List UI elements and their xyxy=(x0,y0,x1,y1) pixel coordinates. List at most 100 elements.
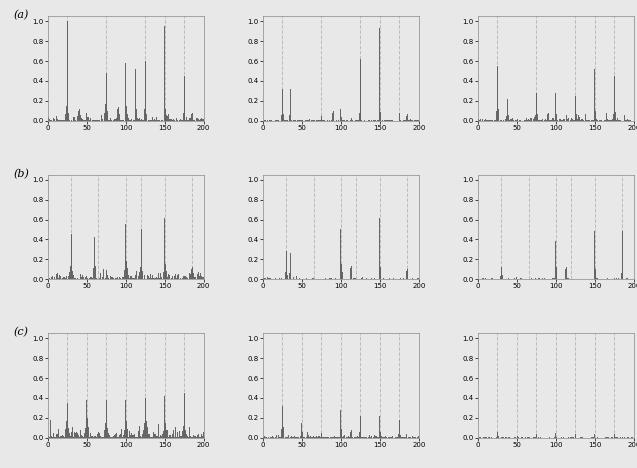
Bar xyxy=(60,276,61,279)
Bar xyxy=(608,120,609,121)
Bar xyxy=(155,117,157,121)
Bar xyxy=(350,413,352,438)
Bar xyxy=(551,120,552,121)
Bar xyxy=(614,76,615,121)
Bar xyxy=(276,435,277,438)
Bar xyxy=(619,120,620,121)
Bar xyxy=(106,101,108,121)
Bar xyxy=(68,276,69,279)
Bar xyxy=(194,436,195,438)
Bar xyxy=(293,120,294,121)
Bar xyxy=(158,424,159,438)
Bar xyxy=(147,275,148,279)
Bar xyxy=(126,421,127,438)
Bar xyxy=(63,119,64,121)
Bar xyxy=(545,119,546,121)
Bar xyxy=(300,436,301,438)
Bar xyxy=(340,229,341,279)
Bar xyxy=(168,437,169,438)
Bar xyxy=(49,119,50,121)
Bar xyxy=(595,269,596,279)
Bar xyxy=(169,435,171,438)
Bar xyxy=(80,115,81,121)
Bar xyxy=(533,119,534,121)
Bar xyxy=(52,437,53,438)
Bar xyxy=(193,120,194,121)
Bar xyxy=(279,278,280,279)
Bar xyxy=(335,437,336,438)
Bar xyxy=(287,275,288,279)
Bar xyxy=(512,117,513,121)
Bar xyxy=(85,420,87,438)
Bar xyxy=(268,278,269,279)
Bar xyxy=(375,436,376,438)
Bar xyxy=(281,429,282,438)
Bar xyxy=(482,278,483,279)
Bar xyxy=(165,423,166,438)
Bar xyxy=(319,278,320,279)
Bar xyxy=(60,436,61,438)
Bar xyxy=(511,278,512,279)
Bar xyxy=(554,278,555,279)
Bar xyxy=(68,113,69,121)
Bar xyxy=(264,120,265,121)
Bar xyxy=(85,277,87,279)
Bar xyxy=(500,120,501,121)
Bar xyxy=(144,423,145,438)
Bar xyxy=(132,278,133,279)
Bar xyxy=(106,420,108,438)
Bar xyxy=(303,437,304,438)
Bar xyxy=(302,431,303,438)
Bar xyxy=(157,278,158,279)
Bar xyxy=(295,437,296,438)
Bar xyxy=(389,120,390,121)
Bar xyxy=(404,278,405,279)
Bar xyxy=(123,277,124,279)
Bar xyxy=(388,437,389,438)
Bar xyxy=(99,278,101,279)
Bar xyxy=(74,431,75,438)
Bar xyxy=(488,278,489,279)
Bar xyxy=(263,278,264,279)
Bar xyxy=(152,117,153,121)
Bar xyxy=(570,437,571,438)
Bar xyxy=(77,116,78,121)
Bar xyxy=(116,278,117,279)
Bar xyxy=(519,120,520,121)
Bar xyxy=(346,120,347,121)
Bar xyxy=(116,118,117,121)
Bar xyxy=(167,120,168,121)
Bar xyxy=(131,432,132,438)
Bar xyxy=(561,120,562,121)
Bar xyxy=(361,278,362,279)
Bar xyxy=(618,120,619,121)
Bar xyxy=(108,278,109,279)
Bar xyxy=(378,114,380,121)
Bar xyxy=(200,119,201,121)
Bar xyxy=(542,278,543,279)
Bar xyxy=(154,278,155,279)
Bar xyxy=(74,117,75,121)
Bar xyxy=(316,437,317,438)
Bar xyxy=(96,437,97,438)
Bar xyxy=(582,119,583,121)
Bar xyxy=(413,278,415,279)
Bar xyxy=(82,275,83,279)
Bar xyxy=(105,423,106,438)
Bar xyxy=(138,276,139,279)
Bar xyxy=(501,267,502,279)
Bar xyxy=(182,278,183,279)
Bar xyxy=(127,274,129,279)
Bar xyxy=(487,120,488,121)
Bar xyxy=(80,274,81,279)
Bar xyxy=(317,437,318,438)
Bar xyxy=(341,429,342,438)
Bar xyxy=(198,272,199,279)
Bar xyxy=(54,277,55,279)
Bar xyxy=(84,432,85,438)
Bar xyxy=(350,111,352,121)
Bar xyxy=(555,93,556,121)
Bar xyxy=(47,120,48,121)
Bar xyxy=(189,427,190,438)
Bar xyxy=(613,114,614,121)
